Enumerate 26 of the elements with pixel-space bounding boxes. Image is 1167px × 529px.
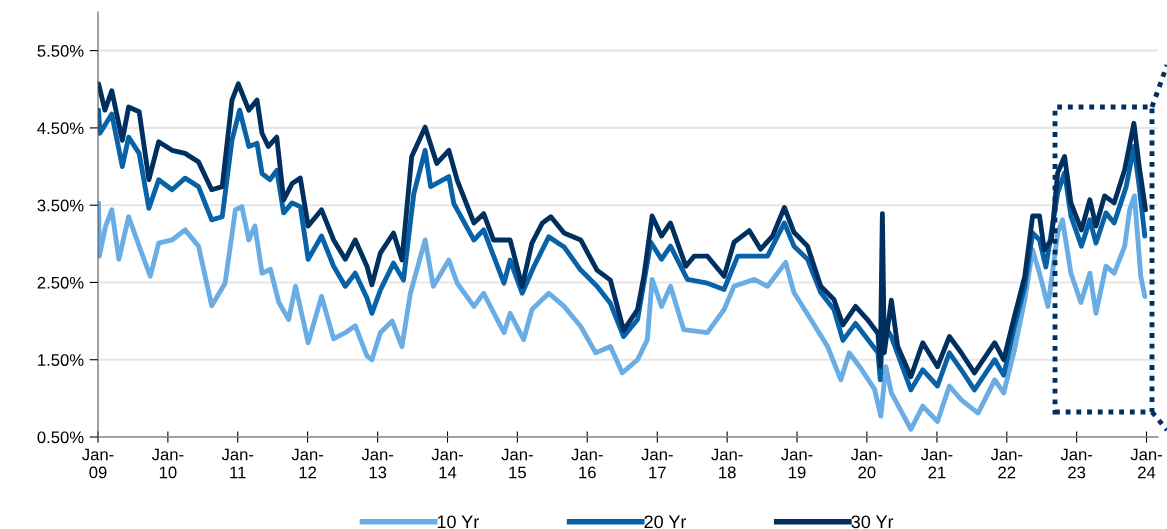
x-tick-label: Jan- 24 bbox=[1130, 448, 1162, 479]
y-tick-label: 2.50% bbox=[37, 276, 84, 289]
x-tick-label: Jan- 09 bbox=[82, 448, 114, 479]
x-tick-label: Jan- 16 bbox=[571, 448, 603, 479]
x-tick-label: Jan- 20 bbox=[850, 448, 883, 479]
x-tick-label: Jan- 14 bbox=[431, 448, 463, 479]
x-tick-label: Jan- 13 bbox=[361, 448, 394, 479]
x-tick-label: Jan- 18 bbox=[711, 448, 743, 479]
x-tick-label: Jan- 15 bbox=[501, 448, 533, 479]
x-tick-label: Jan- 17 bbox=[641, 448, 673, 479]
legend-label: 20 Yr bbox=[644, 515, 687, 529]
x-tick-label: Jan- 21 bbox=[920, 448, 953, 479]
line-series bbox=[98, 193, 1148, 432]
legend-label: 10 Yr bbox=[437, 515, 479, 529]
y-tick-label: 4.50% bbox=[37, 122, 84, 135]
y-tick-label: 3.50% bbox=[37, 199, 84, 212]
x-tick-label: Jan- 23 bbox=[1060, 448, 1093, 479]
x-tick-label: Jan- 12 bbox=[291, 448, 324, 479]
y-tick-label: 5.50% bbox=[37, 45, 84, 57]
x-tick-label: Jan- 11 bbox=[221, 448, 254, 479]
x-tick-label: Jan- 22 bbox=[990, 448, 1023, 479]
y-tick-label: 0.50% bbox=[37, 431, 84, 444]
y-tick-label: 1.50% bbox=[38, 354, 84, 366]
x-tick-label: Jan- 10 bbox=[151, 448, 184, 479]
x-tick-label: Jan- 19 bbox=[781, 448, 813, 479]
legend-label: 30 Yr bbox=[851, 515, 894, 529]
